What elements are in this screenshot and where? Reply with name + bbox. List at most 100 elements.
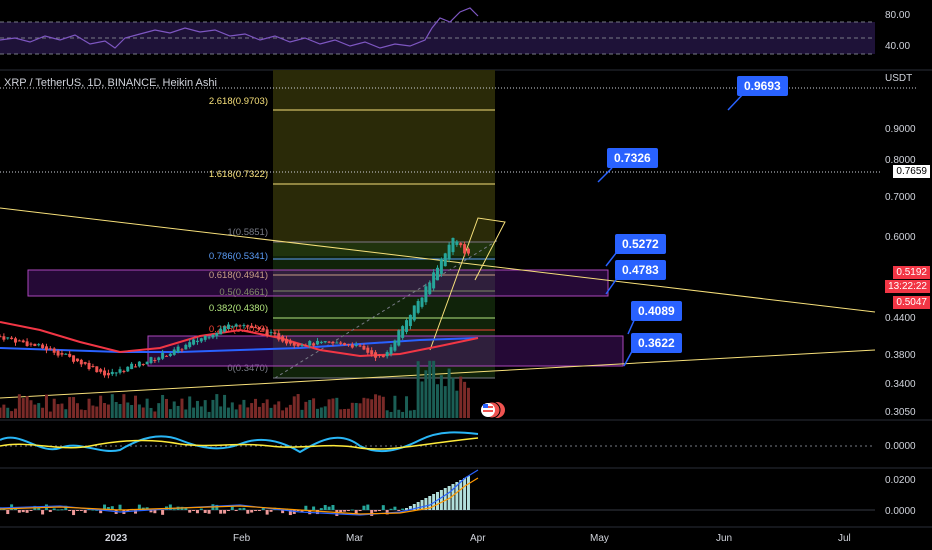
target-callout-0362[interactable]: 0.3622 xyxy=(631,333,682,353)
macd-pane: 0.0200 0.0000 xyxy=(0,467,932,517)
volume-bar xyxy=(455,390,459,418)
target-callout-0527[interactable]: 0.5272 xyxy=(615,234,666,254)
volume-bar xyxy=(87,398,91,418)
ascending-trendline[interactable] xyxy=(0,349,876,399)
macd-histogram-bar xyxy=(184,507,188,510)
volume-bar xyxy=(0,407,2,418)
volume-bar xyxy=(110,394,114,418)
descending-trendline[interactable] xyxy=(0,207,876,313)
volume-bar xyxy=(381,396,385,418)
ma-red-line xyxy=(0,321,479,358)
macd-histogram-bar xyxy=(412,504,416,510)
price-tick: 0.3800 xyxy=(885,350,916,361)
macd-histogram-bar xyxy=(137,504,141,510)
volume-bar xyxy=(122,394,126,418)
volume-bar xyxy=(257,406,261,418)
candle-body xyxy=(184,344,188,350)
macd-histogram-bar xyxy=(370,510,374,516)
symbol-title[interactable]: XRP / TetherUS, 1D, BINANCE, Heikin Ashi xyxy=(4,77,217,89)
volume-bar xyxy=(308,400,312,418)
candle-body xyxy=(389,347,393,355)
macd-histogram-bar xyxy=(91,509,95,511)
macd-histogram-bar xyxy=(134,510,138,514)
volume-bar xyxy=(261,403,265,418)
price-tick: 0.9000 xyxy=(885,124,916,135)
price-tick: 0.6000 xyxy=(885,232,916,243)
candle-body xyxy=(41,344,45,349)
candle-body xyxy=(370,350,374,355)
candle-body xyxy=(207,337,211,339)
candle-body xyxy=(176,346,180,353)
price-tick: 0.3050 xyxy=(885,407,916,418)
time-tick: Feb xyxy=(233,533,251,544)
macd-tick-002: 0.0200 xyxy=(885,475,916,486)
macd-histogram-bar xyxy=(327,506,331,510)
volume-bar xyxy=(397,409,401,418)
time-axis[interactable]: 2023 Feb Mar Apr May Jun Jul xyxy=(0,526,932,544)
us-flag-icon[interactable] xyxy=(481,401,505,419)
volume-bar xyxy=(48,411,52,418)
fib-base-line xyxy=(274,239,499,379)
volume-bar xyxy=(153,411,157,418)
candle-body xyxy=(339,342,343,344)
macd-histogram-bar xyxy=(199,508,203,510)
volume-bar xyxy=(405,396,409,418)
level-price-tag: 0.7659 xyxy=(893,165,930,178)
macd-histogram-bar xyxy=(254,510,258,511)
volume-bar xyxy=(377,395,381,418)
volume-bar xyxy=(319,407,323,418)
volume-bar xyxy=(327,399,331,418)
volume-bar xyxy=(292,396,296,418)
volume-bar xyxy=(13,408,17,418)
volume-bar xyxy=(161,394,165,418)
macd-histogram-bar xyxy=(223,510,227,514)
target-callout-0409[interactable]: 0.4089 xyxy=(631,301,682,321)
candle-body xyxy=(350,344,354,348)
price-axis[interactable]: USDT 0.9000 0.8000 0.7000 0.6000 0.4400 … xyxy=(885,73,916,418)
candle-body xyxy=(354,344,358,346)
volume-bar xyxy=(416,361,420,418)
candle-body xyxy=(428,282,432,295)
macd-histogram-bar xyxy=(381,505,385,510)
target-callout-0733[interactable]: 0.7326 xyxy=(607,148,658,168)
macd-histogram-bar xyxy=(149,510,153,513)
candle-body xyxy=(304,345,308,347)
macd-histogram-bar xyxy=(250,510,254,513)
volume-bar xyxy=(79,409,83,418)
volume-bar xyxy=(10,411,14,418)
macd-histogram-bar xyxy=(377,510,381,511)
candle-body xyxy=(64,353,68,355)
candle-body xyxy=(408,314,412,326)
candle-body xyxy=(447,244,451,260)
macd-histogram-bar xyxy=(79,510,83,511)
target-callout-0969[interactable]: 0.9693 xyxy=(737,76,788,96)
candle-body xyxy=(234,324,238,327)
volume-bar xyxy=(157,403,161,418)
candle-body xyxy=(300,345,304,347)
macd-histogram-bar xyxy=(362,505,366,510)
macd-histogram-bar xyxy=(346,510,350,511)
volume-bar xyxy=(192,407,196,418)
macd-histogram-bar xyxy=(106,507,110,510)
macd-tick-0: 0.0000 xyxy=(885,506,916,517)
supply-zone-box[interactable] xyxy=(27,269,609,297)
candle-body xyxy=(79,359,83,365)
candle-body xyxy=(56,350,60,356)
target-callout-0478[interactable]: 0.4783 xyxy=(615,260,666,280)
candle-body xyxy=(319,341,323,343)
candle-body xyxy=(87,362,91,370)
candle-body xyxy=(308,341,312,346)
time-tick: 2023 xyxy=(105,533,128,544)
volume-bar xyxy=(250,403,254,418)
countdown-tag: 13:22:22 xyxy=(885,280,930,293)
macd-histogram-bar xyxy=(110,506,114,510)
volume-bar xyxy=(180,398,184,418)
macd-histogram-bar xyxy=(195,510,199,514)
volume-bar xyxy=(436,384,439,418)
candle-body xyxy=(13,338,17,343)
candle-body xyxy=(254,326,258,328)
macd-histogram-bar xyxy=(315,510,319,515)
price-tick: 0.3400 xyxy=(885,379,916,390)
macd-histogram-bar xyxy=(451,484,455,510)
candle-body xyxy=(277,333,281,340)
